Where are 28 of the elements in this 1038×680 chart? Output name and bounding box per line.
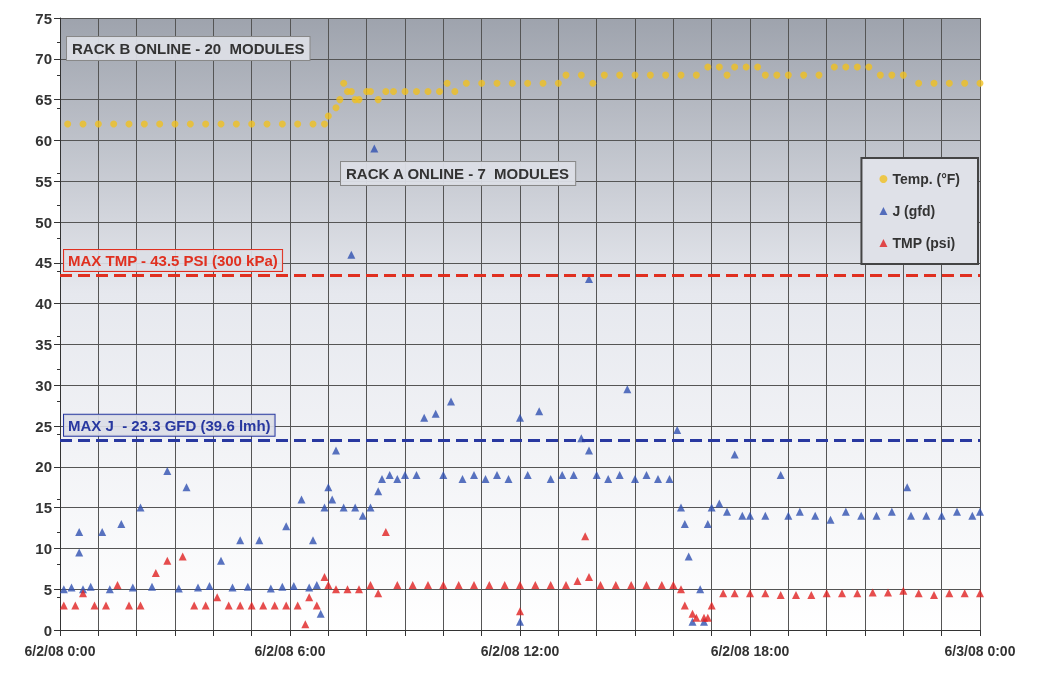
y-tick-label: 5 bbox=[43, 580, 52, 598]
y-tick-label: 55 bbox=[35, 172, 52, 190]
x-tick-label: 6/3/08 0:00 bbox=[944, 643, 1016, 659]
y-tick-label: 25 bbox=[35, 417, 52, 435]
y-tick-label: 45 bbox=[35, 254, 52, 272]
x-tick-label: 6/2/08 18:00 bbox=[710, 643, 790, 659]
y-tick-label: 15 bbox=[35, 499, 52, 517]
ref-line-label: MAX TMP - 43.5 PSI (300 kPa) bbox=[68, 252, 278, 270]
legend-label: J (gfd) bbox=[892, 203, 936, 219]
y-tick-label: 30 bbox=[35, 376, 52, 394]
y-tick-label: 20 bbox=[35, 458, 52, 476]
ref-line-label: MAX J - 23.3 GFD (39.6 lmh) bbox=[68, 416, 271, 434]
y-tick-label: 65 bbox=[35, 91, 52, 109]
y-tick-label: 0 bbox=[43, 621, 52, 639]
annotation: RACK B ONLINE - 20 MODULES bbox=[72, 40, 305, 57]
y-tick-label: 35 bbox=[35, 335, 52, 353]
x-tick-label: 6/2/08 0:00 bbox=[24, 643, 96, 659]
y-tick-label: 70 bbox=[35, 50, 52, 68]
y-tick-label: 40 bbox=[35, 295, 52, 313]
annotation: RACK A ONLINE - 7 MODULES bbox=[346, 165, 570, 182]
y-tick-label: 50 bbox=[35, 213, 52, 231]
legend-label: TMP (psi) bbox=[892, 235, 956, 251]
x-tick-label: 6/2/08 12:00 bbox=[480, 643, 560, 659]
y-tick-label: 75 bbox=[35, 9, 52, 27]
y-tick-label: 10 bbox=[35, 539, 52, 557]
y-tick-label: 60 bbox=[35, 131, 52, 149]
legend-label: Temp. (°F) bbox=[892, 171, 961, 187]
x-tick-label: 6/2/08 6:00 bbox=[254, 643, 326, 659]
